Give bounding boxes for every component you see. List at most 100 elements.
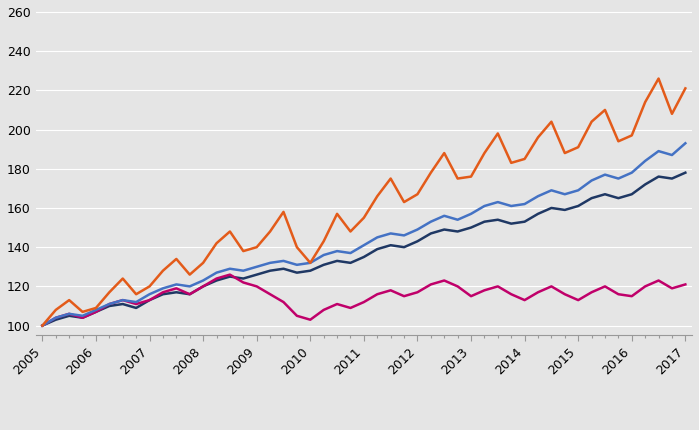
Övrigt bbox=[628, 133, 636, 138]
Tjänster bbox=[226, 266, 234, 271]
Övrigt bbox=[467, 174, 475, 179]
Tjänster bbox=[252, 264, 261, 269]
Stockholmsregionen,varav bbox=[426, 231, 435, 236]
Line: Stockholmsregionen,varav: Stockholmsregionen,varav bbox=[43, 173, 685, 326]
Övrigt bbox=[387, 176, 395, 181]
Tjänster bbox=[199, 278, 208, 283]
Tjänster bbox=[293, 262, 301, 267]
Industri bbox=[92, 309, 100, 314]
Industri bbox=[65, 311, 73, 316]
Stockholmsregionen,varav bbox=[507, 221, 515, 226]
Industri bbox=[426, 282, 435, 287]
Övrigt bbox=[440, 150, 449, 156]
Stockholmsregionen,varav bbox=[306, 268, 315, 273]
Tjänster bbox=[534, 194, 542, 199]
Övrigt bbox=[252, 245, 261, 250]
Industri bbox=[52, 315, 60, 320]
Stockholmsregionen,varav bbox=[293, 270, 301, 275]
Övrigt bbox=[239, 249, 247, 254]
Stockholmsregionen,varav bbox=[521, 219, 529, 224]
Stockholmsregionen,varav bbox=[641, 182, 649, 187]
Stockholmsregionen,varav bbox=[547, 206, 556, 211]
Tjänster bbox=[159, 286, 167, 291]
Industri bbox=[105, 301, 113, 307]
Industri bbox=[561, 292, 569, 297]
Tjänster bbox=[413, 227, 421, 232]
Tjänster bbox=[400, 233, 408, 238]
Tjänster bbox=[52, 315, 60, 320]
Övrigt bbox=[333, 211, 341, 216]
Tjänster bbox=[641, 158, 649, 163]
Tjänster bbox=[587, 178, 596, 183]
Tjänster bbox=[654, 148, 663, 154]
Övrigt bbox=[145, 284, 154, 289]
Stockholmsregionen,varav bbox=[440, 227, 449, 232]
Stockholmsregionen,varav bbox=[601, 192, 610, 197]
Stockholmsregionen,varav bbox=[145, 298, 154, 303]
Övrigt bbox=[587, 119, 596, 124]
Industri bbox=[547, 284, 556, 289]
Stockholmsregionen,varav bbox=[319, 262, 328, 267]
Industri bbox=[78, 315, 87, 320]
Övrigt bbox=[346, 229, 354, 234]
Stockholmsregionen,varav bbox=[668, 176, 676, 181]
Övrigt bbox=[132, 292, 140, 297]
Stockholmsregionen,varav bbox=[172, 290, 180, 295]
Tjänster bbox=[239, 268, 247, 273]
Industri bbox=[373, 292, 382, 297]
Stockholmsregionen,varav bbox=[681, 170, 689, 175]
Tjänster bbox=[92, 307, 100, 313]
Industri bbox=[521, 298, 529, 303]
Stockholmsregionen,varav bbox=[587, 196, 596, 201]
Industri bbox=[628, 294, 636, 299]
Tjänster bbox=[373, 235, 382, 240]
Stockholmsregionen,varav bbox=[333, 258, 341, 264]
Övrigt bbox=[400, 200, 408, 205]
Industri bbox=[333, 301, 341, 307]
Övrigt bbox=[280, 209, 288, 215]
Industri bbox=[454, 284, 462, 289]
Industri bbox=[480, 288, 489, 293]
Industri bbox=[319, 307, 328, 313]
Tjänster bbox=[574, 188, 582, 193]
Stockholmsregionen,varav bbox=[105, 304, 113, 309]
Stockholmsregionen,varav bbox=[493, 217, 502, 222]
Tjänster bbox=[507, 203, 515, 209]
Stockholmsregionen,varav bbox=[212, 278, 221, 283]
Tjänster bbox=[119, 298, 127, 303]
Tjänster bbox=[681, 141, 689, 146]
Tjänster bbox=[280, 258, 288, 264]
Tjänster bbox=[78, 313, 87, 318]
Stockholmsregionen,varav bbox=[199, 284, 208, 289]
Övrigt bbox=[413, 192, 421, 197]
Stockholmsregionen,varav bbox=[119, 301, 127, 307]
Stockholmsregionen,varav bbox=[480, 219, 489, 224]
Line: Övrigt: Övrigt bbox=[43, 79, 685, 326]
Stockholmsregionen,varav bbox=[159, 292, 167, 297]
Industri bbox=[119, 298, 127, 303]
Tjänster bbox=[105, 301, 113, 307]
Övrigt bbox=[38, 323, 47, 328]
Tjänster bbox=[319, 252, 328, 258]
Industri bbox=[346, 305, 354, 310]
Stockholmsregionen,varav bbox=[266, 268, 274, 273]
Övrigt bbox=[266, 229, 274, 234]
Industri bbox=[293, 313, 301, 318]
Tjänster bbox=[306, 260, 315, 265]
Tjänster bbox=[440, 213, 449, 218]
Stockholmsregionen,varav bbox=[239, 276, 247, 281]
Övrigt bbox=[641, 99, 649, 104]
Tjänster bbox=[480, 203, 489, 209]
Övrigt bbox=[226, 229, 234, 234]
Industri bbox=[38, 323, 47, 328]
Industri bbox=[493, 284, 502, 289]
Övrigt bbox=[654, 76, 663, 81]
Övrigt bbox=[105, 290, 113, 295]
Industri bbox=[199, 284, 208, 289]
Industri bbox=[507, 292, 515, 297]
Tjänster bbox=[266, 260, 274, 265]
Övrigt bbox=[561, 150, 569, 156]
Line: Industri: Industri bbox=[43, 275, 685, 326]
Övrigt bbox=[306, 260, 315, 265]
Tjänster bbox=[387, 231, 395, 236]
